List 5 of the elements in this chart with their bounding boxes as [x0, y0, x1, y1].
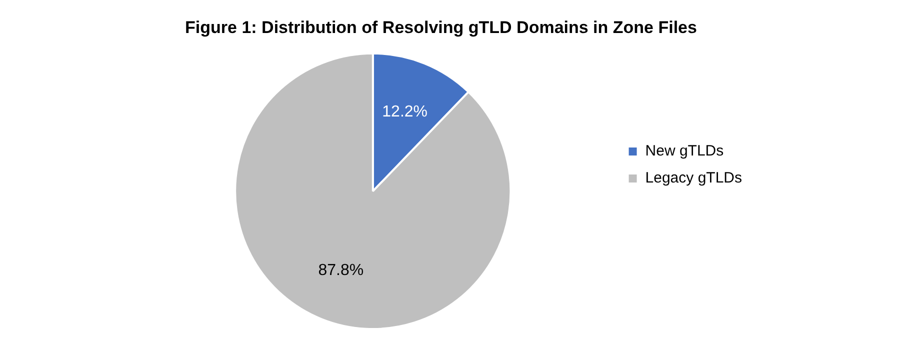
data-label: 87.8%	[318, 262, 364, 279]
chart-title: Figure 1: Distribution of Resolving gTLD Domains in Zone Files	[185, 18, 697, 37]
data-label: 12.2%	[382, 103, 428, 120]
legend-label: Legacy gTLDs	[645, 170, 742, 187]
legend-label: New gTLDs	[645, 142, 724, 160]
